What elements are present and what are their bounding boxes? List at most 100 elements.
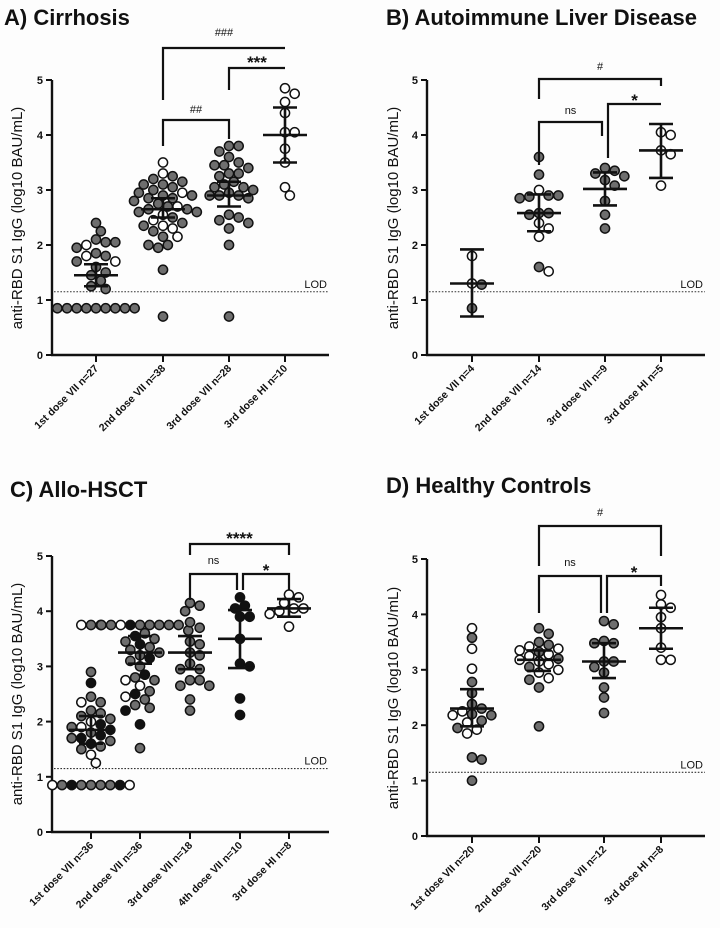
data-point-open xyxy=(80,239,92,251)
data-point-gray xyxy=(466,676,478,688)
data-point-gray xyxy=(191,206,203,218)
significance-label: * xyxy=(631,91,638,110)
data-point-open xyxy=(115,619,127,631)
data-point-gray xyxy=(149,674,160,686)
data-point-open xyxy=(289,88,301,100)
data-point-black xyxy=(144,652,156,664)
data-point-gray xyxy=(238,181,249,193)
data-point-open xyxy=(543,266,555,277)
data-point-gray xyxy=(233,212,245,223)
data-point-gray xyxy=(144,702,156,714)
data-point-gray xyxy=(129,672,141,683)
data-point-open xyxy=(655,654,667,666)
significance-bracket xyxy=(161,46,285,100)
data-point-gray xyxy=(85,619,97,631)
data-point-gray xyxy=(233,140,245,152)
data-point-gray xyxy=(153,619,165,631)
data-point-black xyxy=(95,719,107,730)
y-tick-label: 4 xyxy=(37,606,44,618)
significance-label: * xyxy=(263,561,270,580)
data-point-gray xyxy=(144,685,156,697)
data-point-gray xyxy=(179,605,191,617)
significance-bracket xyxy=(161,118,231,146)
significance-label: **** xyxy=(226,529,253,548)
data-point-gray xyxy=(223,140,235,152)
data-point-black xyxy=(234,592,246,603)
panel-title: B) Autoimmune Liver Disease xyxy=(386,5,697,30)
data-point-gray xyxy=(523,209,535,221)
y-axis-label: anti-RBD S1 IgG (log10 BAU/mL) xyxy=(9,107,26,330)
data-point-gray xyxy=(144,641,156,653)
data-point-gray xyxy=(157,311,169,322)
data-point-gray xyxy=(533,636,545,648)
data-point-black xyxy=(139,669,151,681)
significance-bracket xyxy=(537,77,663,99)
data-point-gray xyxy=(100,302,112,314)
y-tick-label: 5 xyxy=(37,551,43,563)
y-tick-label: 0 xyxy=(412,831,418,843)
lod-label: LOD xyxy=(680,759,703,771)
data-point-open xyxy=(533,231,545,243)
data-point-gray xyxy=(194,674,206,686)
data-point-black xyxy=(124,619,136,631)
data-point-open xyxy=(447,709,459,721)
data-point-gray xyxy=(223,223,235,234)
y-tick-label: 3 xyxy=(37,661,43,673)
data-point-gray xyxy=(75,743,87,755)
data-point-gray xyxy=(194,622,206,634)
data-point-gray xyxy=(133,187,145,199)
data-point-gray xyxy=(533,169,545,180)
y-tick-label: 2 xyxy=(412,240,418,252)
data-point-gray xyxy=(598,707,610,719)
data-point-gray xyxy=(85,705,97,716)
data-point-open xyxy=(157,157,169,168)
data-point-gray xyxy=(85,666,97,678)
significance-bracket xyxy=(606,102,661,158)
data-point-gray xyxy=(95,225,107,237)
data-point-gray xyxy=(598,615,610,627)
lod-label: LOD xyxy=(304,756,327,768)
significance-label: ns xyxy=(208,555,220,567)
data-point-gray xyxy=(213,214,225,226)
significance-bracket xyxy=(241,572,291,590)
data-point-gray xyxy=(209,181,220,193)
data-point-gray xyxy=(109,236,121,248)
data-point-gray xyxy=(233,168,245,179)
data-point-black xyxy=(95,730,107,741)
data-point-gray xyxy=(599,209,611,221)
significance-label: *** xyxy=(247,53,267,72)
y-tick-label: 1 xyxy=(37,772,43,784)
panel-title: C) Allo-HSCT xyxy=(10,477,148,502)
y-tick-label: 2 xyxy=(37,240,43,252)
data-point-gray xyxy=(56,779,68,791)
data-point-open xyxy=(552,664,564,676)
y-tick-label: 0 xyxy=(37,827,43,839)
data-point-gray xyxy=(533,682,545,693)
y-tick-label: 4 xyxy=(37,130,44,142)
data-point-gray xyxy=(588,661,600,673)
y-tick-label: 4 xyxy=(412,130,419,142)
data-point-open xyxy=(75,619,87,631)
data-point-open xyxy=(120,674,131,686)
data-point-gray xyxy=(466,632,478,644)
data-point-gray xyxy=(233,157,245,168)
significance-bracket xyxy=(537,574,603,613)
data-point-gray xyxy=(476,715,488,727)
data-point-gray xyxy=(184,674,196,686)
data-point-open xyxy=(514,645,526,656)
significance-bracket xyxy=(227,66,285,90)
data-point-open xyxy=(90,757,102,769)
data-point-gray xyxy=(476,754,488,765)
data-point-gray xyxy=(194,600,206,612)
data-point-gray xyxy=(71,302,83,314)
data-point-open xyxy=(85,749,97,761)
data-point-open xyxy=(283,621,295,633)
data-point-open xyxy=(665,654,677,666)
data-point-gray xyxy=(184,616,196,628)
data-point-gray xyxy=(598,692,610,703)
y-tick-label: 0 xyxy=(412,350,418,362)
data-point-gray xyxy=(104,779,116,791)
data-point-gray xyxy=(139,694,151,705)
data-point-black xyxy=(244,611,256,623)
